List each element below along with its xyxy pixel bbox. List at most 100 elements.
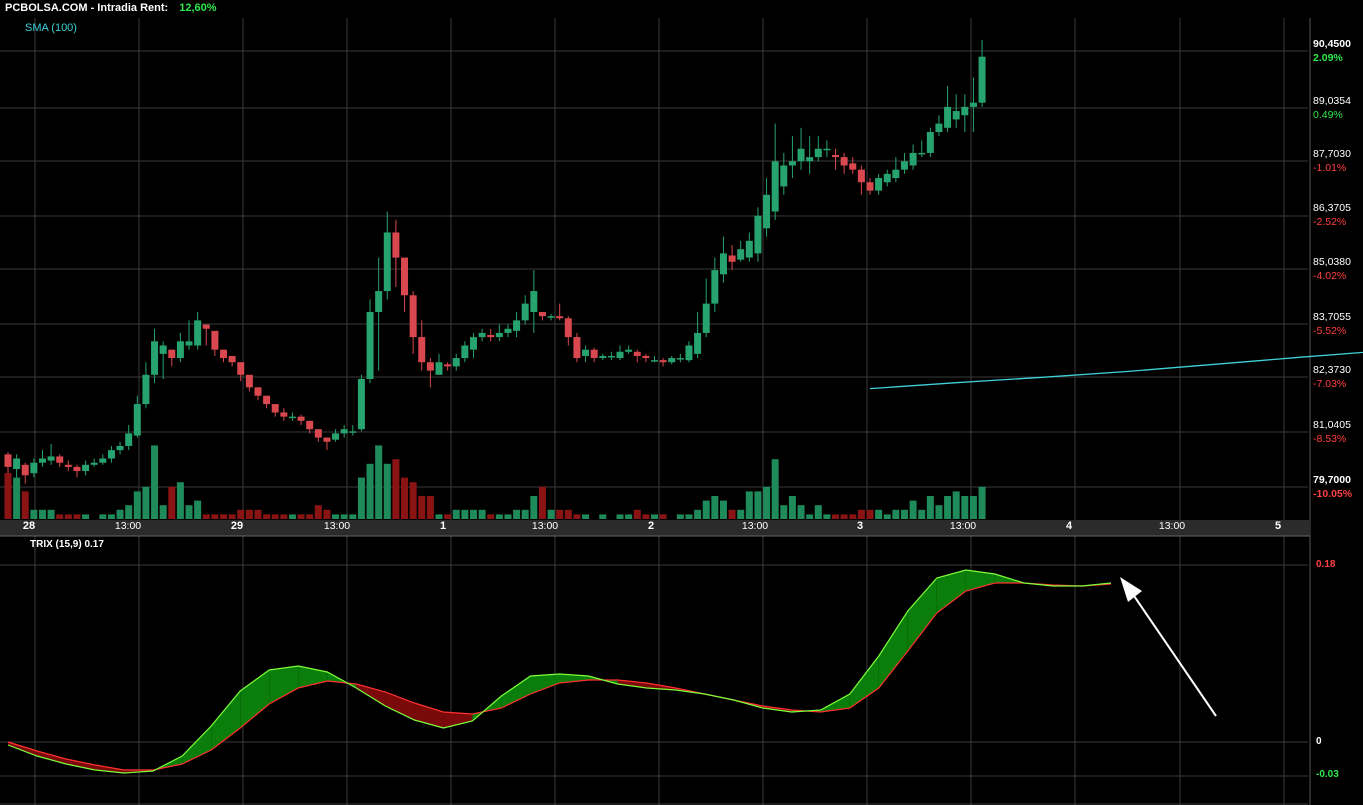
volume-bar	[202, 514, 210, 519]
candle-body	[944, 106, 952, 128]
volume-bar	[763, 486, 771, 519]
time-axis-label: 13:00	[949, 520, 977, 532]
volume-bar	[125, 505, 133, 519]
volume-bar	[21, 491, 29, 519]
candle-body	[573, 337, 581, 359]
candle-body	[211, 330, 219, 350]
candle-body	[737, 249, 745, 260]
candle-body	[401, 257, 409, 296]
trix-fill	[965, 570, 995, 591]
time-axis-label: 13:00	[323, 520, 351, 532]
price-axis-label: 82,3730	[1313, 364, 1351, 376]
candle-body	[349, 431, 357, 433]
sma-legend: SMA (100)	[25, 22, 77, 34]
candle-body	[64, 464, 72, 467]
chart-mode: Intradia	[97, 2, 138, 14]
volume-bar	[797, 505, 805, 519]
candle-body	[780, 165, 788, 187]
trix-fill	[240, 670, 270, 728]
candle-body	[478, 332, 486, 338]
candle-body	[702, 303, 710, 333]
volume-bar	[297, 514, 305, 519]
candle-body	[547, 316, 555, 318]
candle-body	[357, 378, 365, 430]
volume-bar	[487, 514, 495, 519]
candle-body	[556, 316, 564, 319]
candle-body	[857, 169, 865, 183]
candle-body	[676, 358, 684, 360]
candle-body	[771, 161, 779, 212]
volume-bar	[814, 505, 822, 519]
volume-bar	[151, 445, 159, 519]
price-axis-label: 86,3705	[1313, 202, 1351, 214]
candle-body	[297, 416, 305, 421]
candle-body	[254, 387, 262, 396]
volume-bar	[633, 509, 641, 519]
candle-body	[306, 420, 314, 430]
volume-bar	[969, 496, 977, 519]
volume-bar	[288, 514, 296, 519]
trix-signal-line	[7, 582, 1112, 771]
chart-grid	[0, 18, 1311, 805]
trix-fill	[182, 726, 212, 764]
candle-body	[892, 169, 900, 179]
candle-body	[513, 320, 521, 331]
volume-bar	[892, 509, 900, 519]
candle-body	[56, 456, 64, 463]
volume-bar	[857, 509, 865, 519]
volume-bar	[116, 509, 124, 519]
percent-axis-label: 0.49%	[1313, 109, 1343, 121]
candle-body	[73, 466, 81, 472]
volume-bar	[30, 509, 38, 519]
candle-body	[469, 337, 477, 350]
candle-body	[651, 360, 658, 362]
volume-bar	[47, 509, 55, 519]
candle-body	[909, 152, 917, 166]
volume-bar	[737, 509, 745, 519]
site-name: PCBOLSA.COM	[5, 2, 88, 14]
header-separator: -	[90, 2, 95, 14]
candle-body	[694, 332, 702, 354]
volume-bar	[306, 514, 314, 519]
candle-body	[151, 341, 159, 375]
percent-axis-label: 2.09%	[1313, 52, 1343, 64]
volume-bar	[4, 473, 12, 519]
candle-body	[918, 152, 926, 155]
trix-fill	[849, 656, 879, 708]
volume-bar	[263, 514, 271, 519]
volume-bars	[4, 445, 986, 519]
volume-bar	[220, 514, 227, 519]
candle-body	[607, 355, 615, 358]
volume-bar	[332, 514, 340, 519]
volume-bar	[444, 514, 452, 519]
volume-bar	[280, 514, 288, 519]
time-axis-label: 3	[856, 520, 864, 532]
candle-body	[202, 324, 210, 329]
trix-fill	[356, 684, 386, 706]
volume-bar	[107, 514, 115, 519]
time-axis-label: 13:00	[114, 520, 142, 532]
volume-bar	[651, 514, 658, 519]
price-candles	[4, 39, 986, 484]
volume-bar	[409, 482, 417, 519]
candle-body	[625, 349, 633, 352]
volume-bar	[245, 509, 253, 519]
candle-body	[366, 312, 374, 379]
volume-bar	[478, 509, 486, 519]
candle-body	[38, 458, 46, 463]
candle-body	[280, 412, 288, 417]
candle-body	[142, 374, 150, 405]
candle-body	[90, 462, 98, 465]
price-axis-label: 87,7030	[1313, 148, 1351, 160]
volume-bar	[426, 496, 434, 519]
candle-body	[176, 341, 184, 359]
volume-bar	[823, 514, 831, 519]
rent-value: 12,60%	[179, 2, 217, 14]
volume-bar	[375, 445, 383, 519]
trix-fill	[907, 578, 937, 651]
candle-body	[409, 295, 417, 338]
candle-body	[590, 349, 598, 359]
candle-body	[99, 458, 107, 463]
candle-body	[719, 253, 727, 275]
